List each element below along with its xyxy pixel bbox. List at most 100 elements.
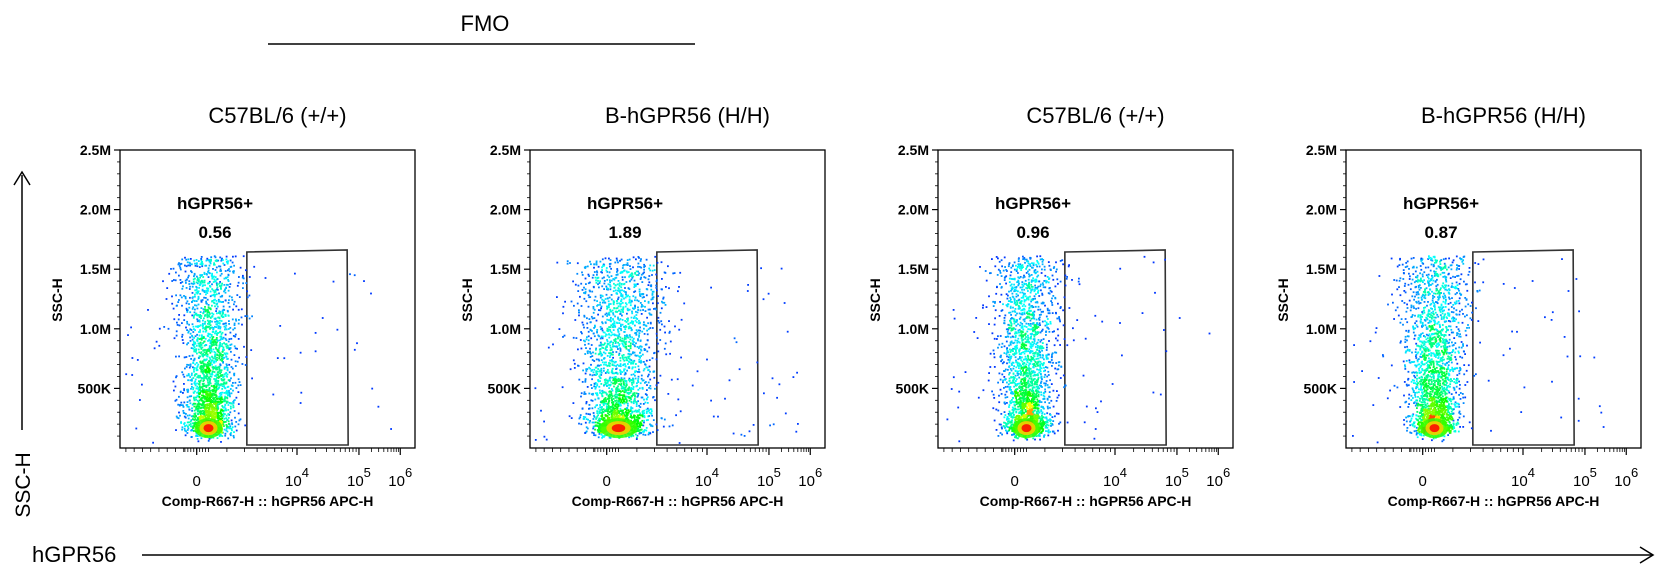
event-dot — [638, 334, 640, 336]
event-dot — [628, 326, 630, 328]
event-dot — [610, 406, 612, 408]
event-dot — [192, 292, 194, 294]
event-dot — [585, 291, 587, 293]
event-dot — [220, 420, 222, 422]
event-dot — [593, 267, 595, 269]
event-dot — [589, 348, 591, 350]
event-dot — [578, 312, 580, 314]
event-dot — [643, 403, 645, 405]
event-dot — [198, 304, 200, 306]
event-dot — [663, 426, 665, 428]
event-dot — [620, 410, 622, 412]
event-dot — [174, 337, 176, 339]
event-dot — [215, 413, 217, 415]
event-dot — [609, 356, 611, 358]
event-dot — [604, 283, 606, 285]
event-dot — [619, 403, 621, 405]
event-dot — [191, 383, 193, 385]
event-dot — [208, 308, 210, 310]
gate-polygon — [1065, 250, 1166, 445]
event-dot — [614, 380, 616, 382]
event-dot — [577, 365, 579, 367]
event-dot — [641, 378, 643, 380]
event-dot — [677, 399, 679, 401]
event-dot — [646, 384, 648, 386]
event-dot — [589, 291, 591, 293]
event-dot — [220, 394, 222, 396]
event-dot — [627, 320, 629, 322]
event-dot — [593, 286, 595, 288]
event-dot — [618, 288, 620, 290]
event-dot — [208, 272, 210, 274]
event-dot — [194, 364, 196, 366]
event-dot — [188, 275, 190, 277]
event-dot — [608, 407, 610, 409]
event-dot — [620, 350, 622, 352]
event-dot — [211, 327, 213, 329]
event-dot — [597, 414, 599, 416]
event-dot — [629, 265, 631, 267]
event-dot — [614, 395, 616, 397]
event-dot — [635, 334, 637, 336]
event-dot — [645, 310, 647, 312]
event-dot — [588, 275, 590, 277]
event-dot — [199, 266, 201, 268]
event-dot — [215, 339, 217, 341]
event-dot — [220, 410, 222, 412]
event-dot — [176, 305, 178, 307]
event-dot — [648, 309, 650, 311]
event-dot — [243, 346, 245, 348]
event-dot — [216, 410, 218, 412]
event-dot — [643, 379, 645, 381]
event-dot — [196, 305, 198, 307]
event-dot — [251, 315, 253, 317]
event-dot — [611, 349, 613, 351]
event-dot — [337, 329, 339, 331]
event-dot — [648, 278, 650, 280]
event-dot — [232, 390, 234, 392]
event-dot — [233, 373, 235, 375]
event-dot — [633, 415, 635, 417]
event-dot — [235, 334, 237, 336]
event-dot — [632, 351, 634, 353]
event-dot — [219, 270, 221, 272]
event-dot — [604, 403, 606, 405]
event-dot — [201, 265, 203, 267]
event-dot — [590, 337, 592, 339]
x-tick-label: 0 — [1011, 473, 1019, 490]
event-dot — [657, 351, 659, 353]
y-tick-label: 1.5M — [80, 261, 111, 277]
event-dot — [246, 356, 248, 358]
event-dot — [606, 294, 608, 296]
event-dot — [617, 372, 619, 374]
event-dot — [625, 385, 627, 387]
event-dot — [627, 323, 629, 325]
event-dot — [626, 382, 628, 384]
event-dot — [608, 337, 610, 339]
event-dot — [233, 272, 235, 274]
event-dot — [237, 285, 239, 287]
event-dot — [606, 394, 608, 396]
event-dot — [796, 372, 798, 374]
event-dot — [197, 337, 199, 339]
event-dot — [178, 275, 180, 277]
event-dot — [665, 304, 667, 306]
event-dot — [610, 268, 612, 270]
event-dot — [625, 264, 627, 266]
event-dot — [623, 399, 625, 401]
event-dot — [162, 280, 164, 282]
event-dot — [238, 323, 240, 325]
event-dot — [225, 387, 227, 389]
event-dot — [213, 411, 215, 413]
event-dot — [648, 369, 650, 371]
event-dot — [640, 382, 642, 384]
event-dot — [204, 341, 206, 343]
event-dot — [189, 379, 191, 381]
event-dot — [202, 392, 204, 394]
event-dot — [608, 362, 610, 364]
event-dot — [190, 402, 192, 404]
event-dot — [585, 368, 587, 370]
event-dot — [217, 306, 219, 308]
event-dot — [193, 343, 195, 345]
event-dot — [601, 372, 603, 374]
